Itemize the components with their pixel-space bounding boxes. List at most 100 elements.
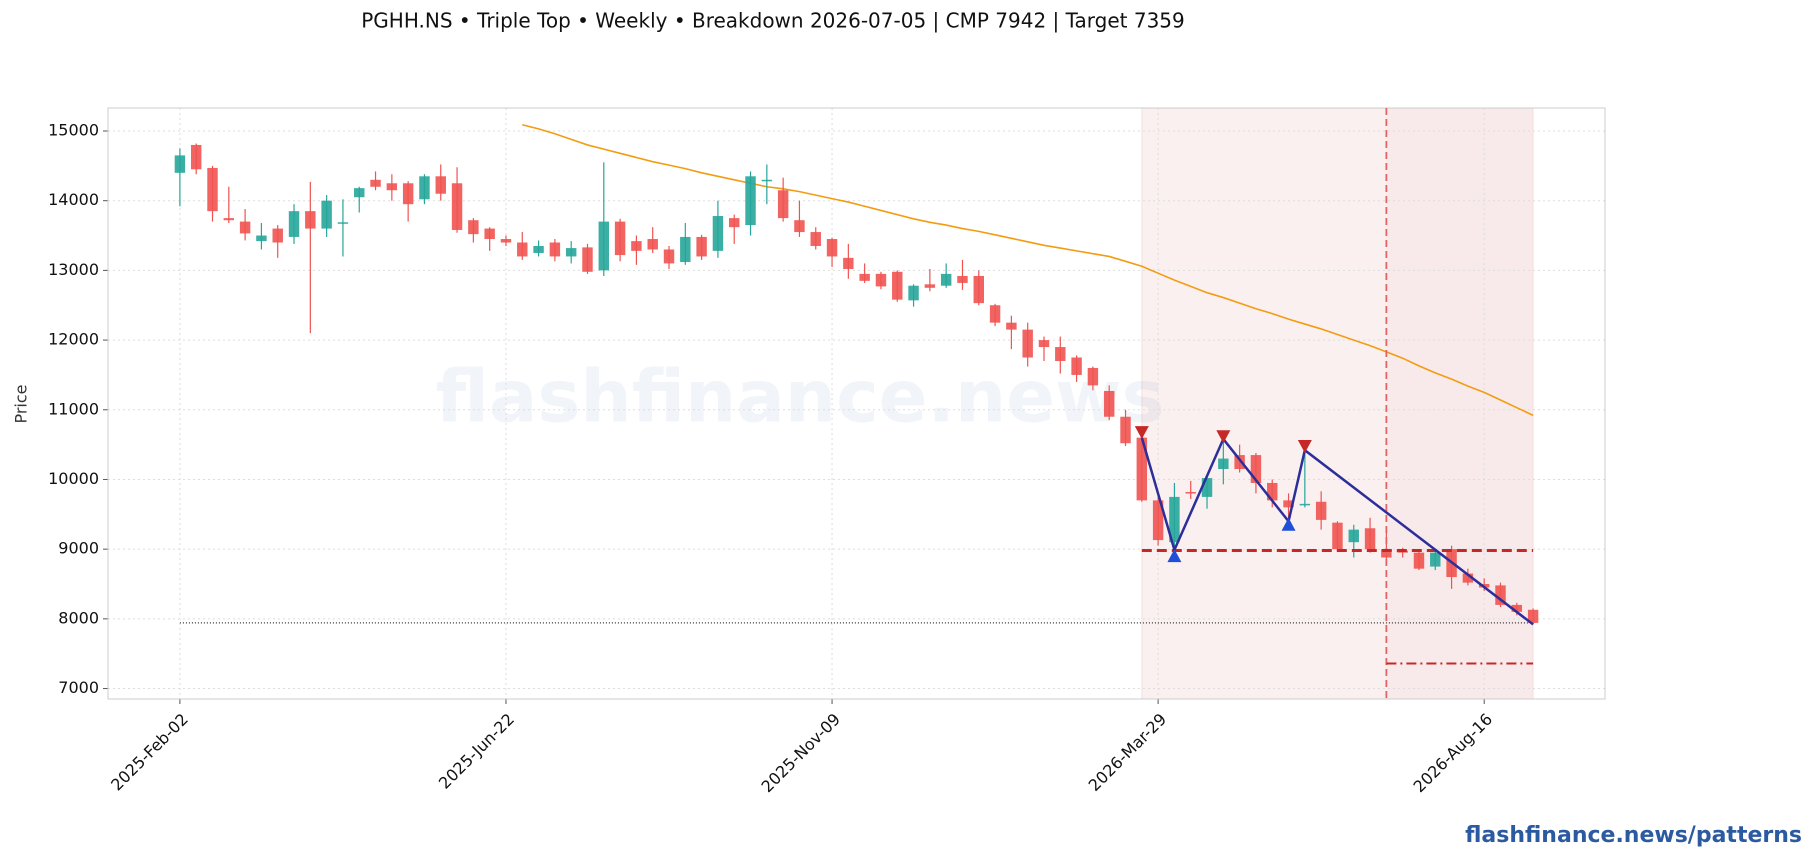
candle-body — [1006, 322, 1017, 330]
candle-body — [729, 218, 740, 228]
peak-marker — [1297, 440, 1312, 454]
trough-marker — [1281, 517, 1296, 531]
candle-body — [1267, 482, 1278, 501]
sma-line — [522, 123, 1534, 417]
candle-body — [239, 221, 251, 234]
candle-body — [777, 190, 789, 219]
candle-body — [1299, 503, 1311, 506]
y-tick-label: 10000 — [48, 469, 99, 488]
y-tick-label: 12000 — [48, 330, 99, 349]
candle-body — [794, 220, 805, 233]
candle-body — [843, 257, 854, 269]
candle-body — [1152, 500, 1164, 541]
candle-body — [1511, 604, 1523, 612]
candle-body — [892, 271, 903, 300]
candle-body — [663, 249, 675, 264]
candle-body — [826, 239, 838, 257]
candle-body — [337, 222, 349, 224]
candle-body — [1332, 522, 1343, 550]
candle-body — [810, 232, 821, 246]
y-tick-label: 7000 — [58, 678, 99, 697]
candle-body — [1185, 492, 1196, 494]
candle-body — [1364, 528, 1376, 550]
candle-body — [1413, 552, 1425, 569]
candle-body — [582, 247, 593, 272]
candle-body — [533, 245, 544, 253]
candle-body — [174, 155, 186, 173]
candle-body — [598, 221, 610, 271]
candle-body — [565, 248, 577, 257]
candle-body — [989, 305, 1001, 323]
footer: flashfinance.news/patterns — [1465, 823, 1802, 848]
candle-body — [288, 211, 300, 237]
candle-body — [631, 241, 642, 251]
candle-body — [1201, 478, 1213, 497]
plot-frame — [107, 107, 1606, 700]
candle-body — [1250, 455, 1262, 483]
y-tick-label: 9000 — [58, 539, 99, 558]
candle-body — [761, 179, 773, 182]
candle-body — [468, 220, 479, 235]
candle-body — [1527, 609, 1539, 623]
y-tick-label: 8000 — [58, 608, 99, 627]
candle-body — [1430, 552, 1441, 567]
candle-body — [354, 188, 365, 198]
candle-body — [402, 183, 414, 205]
peak-marker — [1216, 430, 1231, 444]
candle-body — [1169, 496, 1180, 543]
candle-body — [614, 221, 626, 256]
candle-body — [1315, 501, 1327, 520]
candle-body — [1495, 585, 1506, 605]
candle-body — [272, 228, 283, 243]
candle-body — [419, 176, 430, 200]
candle-body — [908, 285, 919, 301]
y-tick-label: 13000 — [48, 260, 99, 279]
candle-body — [321, 200, 332, 229]
candle-body — [680, 236, 691, 263]
watermark: flashfinance.news — [436, 355, 1165, 439]
candle-body — [223, 218, 235, 221]
candle-body — [647, 239, 658, 250]
candle-body — [1087, 367, 1099, 386]
candle-body — [973, 275, 984, 304]
candle-body — [1348, 529, 1359, 543]
candle-body — [696, 236, 707, 257]
peak-marker — [1134, 426, 1149, 440]
candle-body — [1136, 437, 1148, 501]
candle-body — [190, 144, 202, 170]
candle-body — [940, 273, 952, 286]
candle-body — [386, 183, 398, 191]
candle-body — [1120, 416, 1131, 444]
candle-body — [712, 216, 724, 251]
candle-body — [745, 176, 756, 226]
y-tick-label: 14000 — [48, 190, 99, 209]
candle-body — [1283, 500, 1294, 508]
candle-body — [207, 167, 218, 212]
candle-body — [435, 176, 446, 194]
candle-body — [549, 242, 561, 257]
candle-body — [451, 183, 463, 230]
candle-body — [1218, 458, 1229, 470]
candle-body — [256, 235, 267, 242]
candle-body — [370, 179, 381, 187]
candle-body — [1103, 390, 1115, 417]
pattern-zone — [1141, 107, 1534, 700]
candle-body — [1022, 329, 1033, 358]
candle-body — [305, 211, 316, 229]
candle-body — [1055, 347, 1066, 361]
pattern-line — [1140, 436, 1534, 626]
y-tick-label: 11000 — [48, 399, 99, 418]
y-axis-label: Price — [12, 384, 31, 423]
candle-body — [924, 284, 936, 288]
candle-body — [1234, 455, 1245, 470]
candle-body — [484, 228, 495, 240]
candle-body — [1038, 340, 1050, 348]
chart-title: PGHH.NS • Triple Top • Weekly • Breakdow… — [361, 9, 1185, 33]
trough-marker — [1167, 549, 1182, 563]
breakdown-zone — [1386, 108, 1534, 699]
candle-body — [875, 273, 887, 287]
candle-body — [517, 242, 528, 257]
